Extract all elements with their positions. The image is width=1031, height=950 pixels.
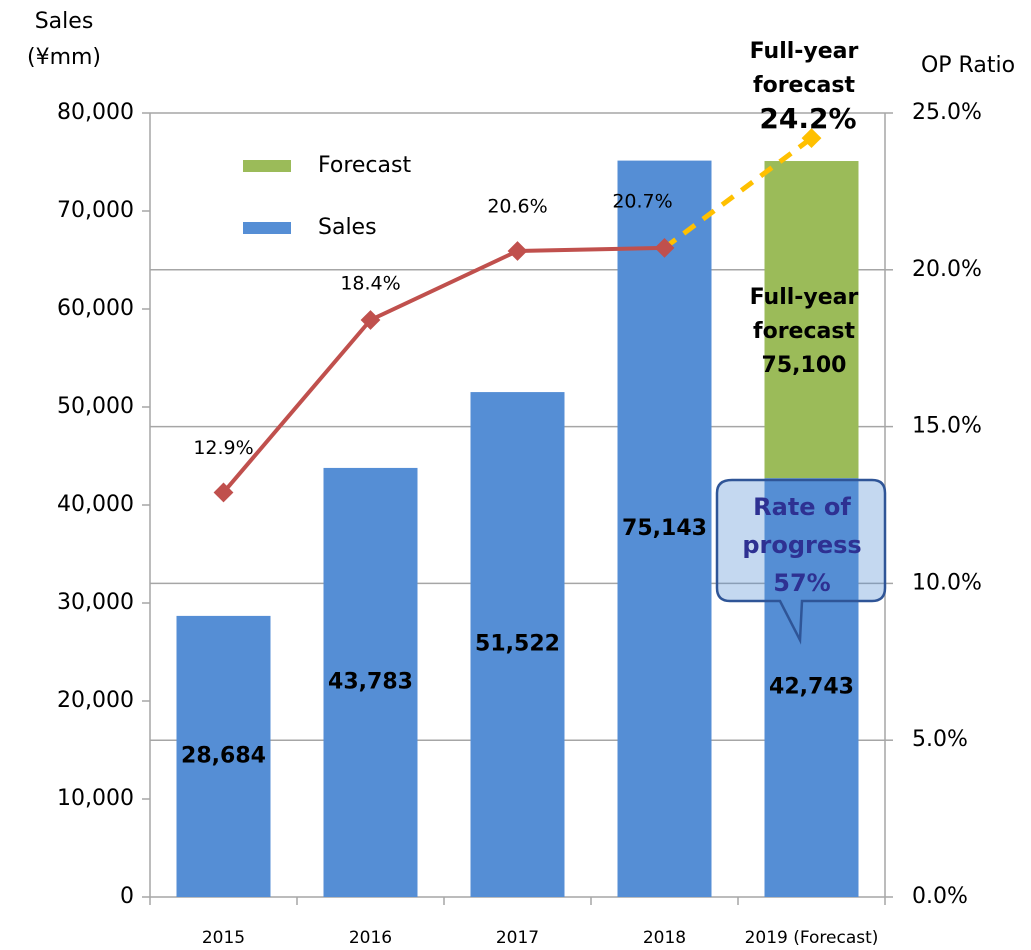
y-tick-label: 80,000 — [57, 100, 134, 125]
bar-value-label: 75,143 — [622, 516, 707, 541]
bar-value-label: 43,783 — [328, 669, 413, 694]
bar — [617, 160, 712, 897]
x-tick-label: 2019 (Forecast) — [745, 928, 879, 948]
y2-tick-label: 0.0% — [912, 884, 968, 909]
bar — [470, 392, 565, 897]
op-ratio-marker — [507, 241, 528, 261]
y2-axis-label: OP Ratio — [921, 53, 1015, 78]
y2-tick-label: 15.0% — [912, 414, 982, 439]
bar — [176, 615, 271, 897]
y2-tick-label: 25.0% — [912, 100, 982, 125]
x-tick-label: 2016 — [349, 928, 392, 948]
y-tick-label: 0 — [120, 884, 134, 909]
y2-tick-label: 5.0% — [912, 727, 968, 752]
y-axis-label: Sales — [35, 9, 94, 34]
y2-tick-label: 10.0% — [912, 570, 982, 595]
progress-annotation: Rate of — [753, 493, 851, 521]
op-ratio-line — [221, 245, 665, 494]
op-ratio-label: 24.2% — [759, 102, 856, 135]
op-ratio-label: 20.6% — [487, 195, 547, 217]
op-ratio-marker — [360, 310, 381, 330]
bar — [764, 478, 859, 897]
total-forecast-annotation: Full-year — [750, 285, 859, 310]
progress-annotation: 57% — [773, 569, 830, 597]
x-tick-label: 2017 — [496, 928, 539, 948]
op-ratio-marker — [213, 482, 234, 503]
x-tick-label: 2015 — [202, 928, 245, 948]
forecast-annotation: Full-year — [750, 39, 859, 64]
op-ratio-forecast-line — [663, 136, 813, 250]
op-ratio-label: 18.4% — [340, 272, 400, 294]
legend-label: Sales — [318, 215, 377, 240]
y2-tick-label: 20.0% — [912, 257, 982, 282]
total-forecast-annotation: 75,100 — [762, 353, 847, 378]
y-axis-unit: (¥mm) — [27, 45, 101, 70]
op-ratio-label: 20.7% — [612, 190, 672, 212]
total-forecast-annotation: forecast — [753, 319, 855, 344]
bar-value-label: 28,684 — [181, 743, 266, 768]
y-tick-label: 70,000 — [57, 198, 134, 223]
bar-value-label: 51,522 — [475, 632, 560, 657]
y-tick-label: 40,000 — [57, 492, 134, 517]
bar — [323, 467, 418, 897]
op-ratio-label: 12.9% — [193, 437, 253, 459]
y-tick-label: 30,000 — [57, 590, 134, 615]
y-tick-label: 10,000 — [57, 786, 134, 811]
x-tick-label: 2018 — [643, 928, 686, 948]
bar — [764, 161, 859, 479]
y-tick-label: 50,000 — [57, 394, 134, 419]
y-tick-label: 20,000 — [57, 688, 134, 713]
callout — [715, 478, 887, 645]
progress-annotation: progress — [742, 531, 861, 559]
bar-value-label: 42,743 — [769, 675, 854, 700]
legend-swatch — [243, 160, 291, 172]
legend-swatch — [243, 222, 291, 234]
legend-label: Forecast — [318, 153, 411, 178]
y-tick-label: 60,000 — [57, 296, 134, 321]
forecast-annotation: forecast — [753, 73, 855, 98]
